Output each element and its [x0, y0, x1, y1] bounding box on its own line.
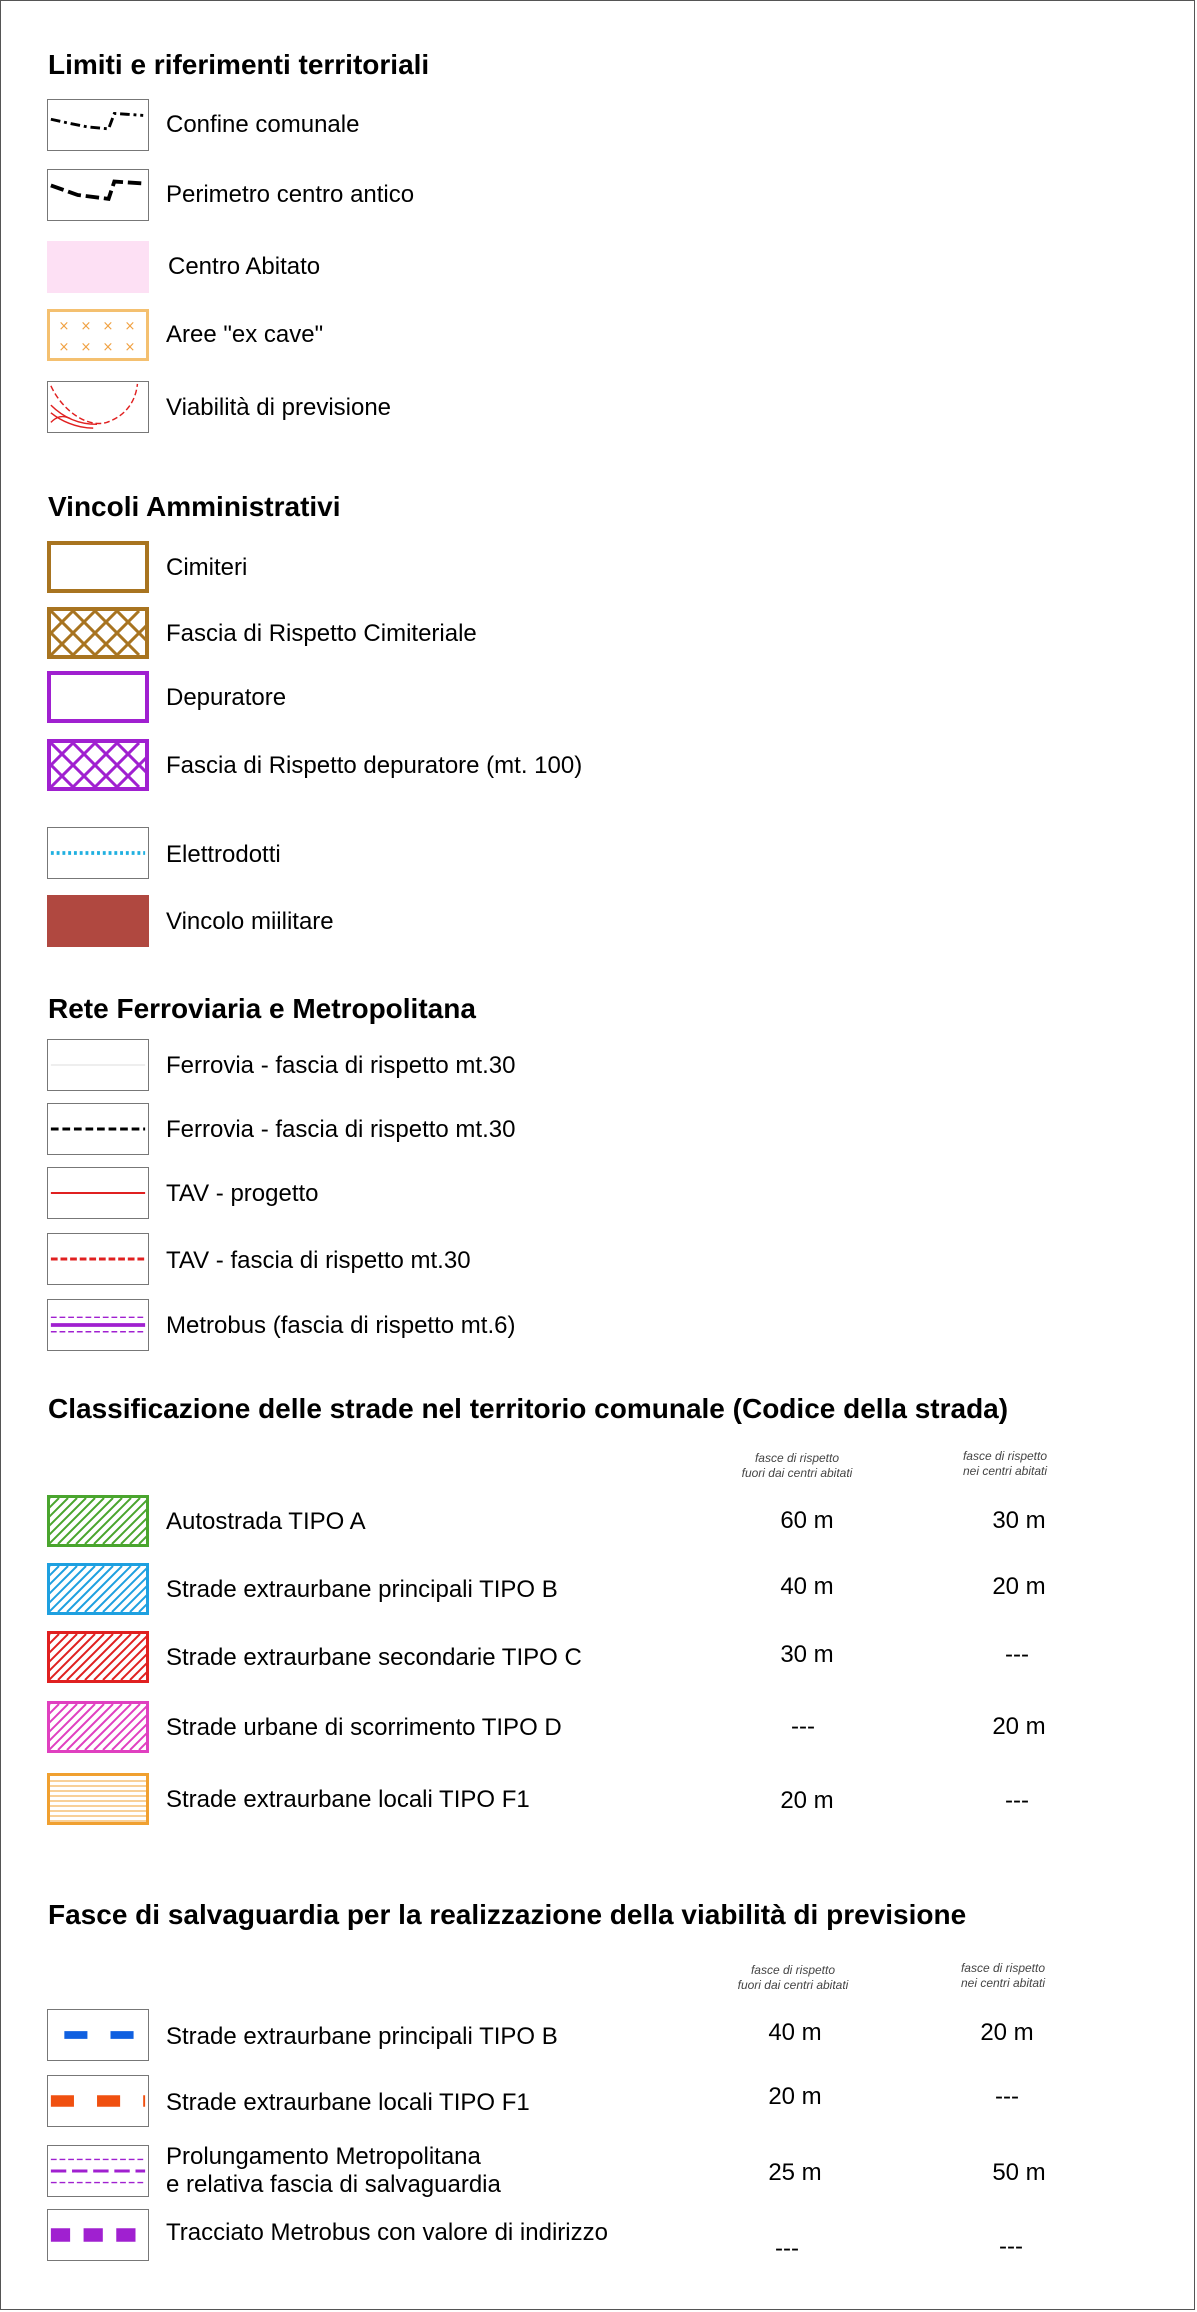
column-header-nei: fasce di rispetto nei centri abitati: [925, 1449, 1085, 1479]
metropolitana-symbol: [47, 2145, 149, 2197]
elettrodotti-symbol: [47, 827, 149, 879]
svg-text:×: ×: [103, 340, 114, 355]
road-hatch-symbol: [47, 1631, 149, 1683]
legend-label: TAV - progetto: [166, 1180, 319, 1207]
section-title-rete: Rete Ferroviaria e Metropolitana: [48, 993, 476, 1024]
vincolo-militare-symbol: [47, 895, 149, 947]
value-fuori: 20 m: [780, 1787, 834, 1814]
column-header-fuori: fasce di rispetto fuori dai centri abita…: [713, 1963, 873, 1993]
road-hatch-symbol: [47, 1701, 149, 1753]
tav-fascia-symbol: [47, 1233, 149, 1285]
legend-label-multiline: Prolungamento Metropolitana e relativa f…: [166, 2143, 501, 2199]
svg-text:×: ×: [125, 319, 136, 334]
depuratore-symbol: [47, 671, 149, 723]
legend-label: Perimetro centro antico: [166, 181, 415, 208]
section-title-limiti: Limiti e riferimenti territoriali: [48, 49, 430, 80]
value-nei: 20 m: [992, 1713, 1046, 1740]
column-header-line: fuori dai centri abitati: [737, 1978, 849, 1992]
svg-text:×: ×: [59, 340, 70, 355]
legend-label: TAV - fascia di rispetto mt.30: [166, 1247, 471, 1274]
legend-label: Strade urbane di scorrimento TIPO D: [166, 1714, 562, 1741]
value-nei: 20 m: [992, 1573, 1046, 1600]
cimiteri-symbol: [47, 541, 149, 593]
value-fuori: 60 m: [780, 1507, 834, 1534]
ex-cave-symbol: × × × × × × × ×: [47, 309, 149, 361]
column-header-fuori: fasce di rispetto fuori dai centri abita…: [717, 1451, 877, 1481]
ferrovia-fascia-symbol: [47, 1103, 149, 1155]
legend-label: Strade extraurbane secondarie TIPO C: [166, 1644, 582, 1671]
tipo-f1-dash-symbol: [47, 2075, 149, 2127]
legend-label: Vincolo miilitare: [166, 908, 334, 935]
value-nei: ---: [999, 2233, 1023, 2260]
ferrovia-symbol: [47, 1039, 149, 1091]
metrobus-symbol: [47, 1299, 149, 1351]
value-fuori: 30 m: [780, 1641, 834, 1668]
legend-label: Confine comunale: [166, 111, 360, 138]
value-nei: ---: [1005, 1641, 1029, 1668]
road-hatch-symbol: [47, 1495, 149, 1547]
legend-label: Metrobus (fascia di rispetto mt.6): [166, 1312, 516, 1339]
fascia-depuratore-symbol: [47, 739, 149, 791]
legend-label-line: e relativa fascia di salvaguardia: [166, 2171, 501, 2198]
perimetro-centro-antico-symbol: [47, 169, 149, 221]
legend-label: Strade extraurbane principali TIPO B: [166, 1576, 558, 1603]
svg-text:×: ×: [125, 340, 136, 355]
legend-label: Depuratore: [166, 684, 287, 711]
legend-label: Tracciato Metrobus con valore di indiriz…: [166, 2219, 608, 2246]
column-header-line: fasce di rispetto: [754, 1451, 840, 1465]
legend-label: Cimiteri: [166, 554, 248, 581]
value-fuori: ---: [775, 2235, 799, 2262]
legend-label: Viabilità di previsione: [166, 394, 392, 421]
road-hatch-symbol: [47, 1773, 149, 1825]
fascia-cimiteriale-symbol: [47, 607, 149, 659]
value-nei: ---: [995, 2083, 1019, 2110]
legend-label: Ferrovia - fascia di rispetto mt.30: [166, 1116, 516, 1143]
section-title-vincoli: Vincoli Amministrativi: [48, 491, 341, 522]
section-title-strade: Classificazione delle strade nel territo…: [48, 1393, 1009, 1424]
legend-label: Strade extraurbane locali TIPO F1: [166, 2089, 530, 2116]
legend-label: Strade extraurbane locali TIPO F1: [166, 1786, 530, 1813]
column-header-line: nei centri abitati: [962, 1464, 1048, 1478]
svg-text:×: ×: [81, 340, 92, 355]
tipo-b-dash-symbol: [47, 2009, 149, 2061]
value-nei: 30 m: [992, 1507, 1046, 1534]
value-fuori: 40 m: [780, 1573, 834, 1600]
column-header-nei: fasce di rispetto nei centri abitati: [923, 1961, 1083, 1991]
legend-label: Strade extraurbane principali TIPO B: [166, 2023, 558, 2050]
svg-text:×: ×: [59, 319, 70, 334]
value-fuori: ---: [791, 1713, 815, 1740]
svg-text:×: ×: [81, 319, 92, 334]
section-title-fasce: Fasce di salvaguardia per la realizzazio…: [48, 1899, 967, 1930]
value-nei: 20 m: [980, 2019, 1034, 2046]
tav-progetto-symbol: [47, 1167, 149, 1219]
column-header-line: fasce di rispetto: [750, 1963, 836, 1977]
centro-abitato-symbol: [47, 241, 149, 293]
legend-label: Aree "ex cave": [166, 321, 324, 348]
confine-comunale-symbol: [47, 99, 149, 151]
value-fuori: 40 m: [768, 2019, 822, 2046]
column-header-line: nei centri abitati: [960, 1976, 1046, 1990]
column-header-line: fuori dai centri abitati: [741, 1466, 853, 1480]
value-nei: 50 m: [992, 2159, 1046, 2186]
legend-label-line: Prolungamento Metropolitana: [166, 2143, 481, 2170]
legend-label: Fascia di Rispetto Cimiteriale: [166, 620, 477, 647]
value-fuori: 20 m: [768, 2083, 822, 2110]
viabilita-previsione-symbol: [47, 381, 149, 433]
legend-label: Elettrodotti: [166, 841, 281, 868]
legend-label: Fascia di Rispetto depuratore (mt. 100): [166, 752, 583, 779]
legend-label: Ferrovia - fascia di rispetto mt.30: [166, 1052, 516, 1079]
metrobus-tracciato-symbol: [47, 2209, 149, 2261]
legend-label: Centro Abitato: [168, 253, 321, 280]
column-header-line: fasce di rispetto: [962, 1449, 1048, 1463]
legend-label: Autostrada TIPO A: [166, 1508, 366, 1535]
value-nei: ---: [1005, 1787, 1029, 1814]
column-header-line: fasce di rispetto: [960, 1961, 1046, 1975]
value-fuori: 25 m: [768, 2159, 822, 2186]
road-hatch-symbol: [47, 1563, 149, 1615]
svg-text:×: ×: [103, 319, 114, 334]
